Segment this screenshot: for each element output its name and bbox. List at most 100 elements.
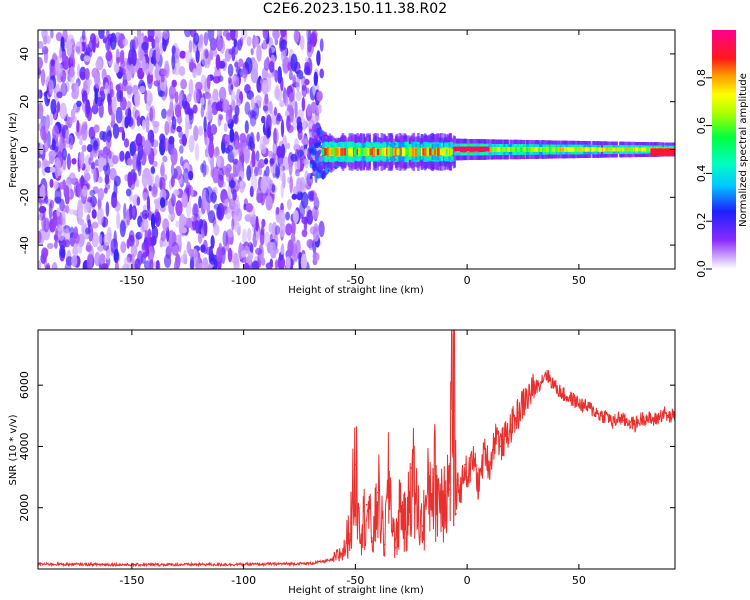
heatmap-cell	[183, 30, 192, 38]
heatmap-cell	[121, 115, 126, 129]
snr-point	[651, 419, 654, 422]
heatmap-cell	[174, 47, 180, 59]
heatmap-cell	[175, 253, 181, 269]
heatmap-cell	[178, 130, 184, 139]
heatmap-cell	[119, 220, 126, 238]
heatmap-cell	[71, 255, 78, 267]
snr-point	[473, 457, 475, 460]
heatmap-cell	[294, 100, 298, 118]
y-tick-label: 40	[18, 47, 31, 61]
heatmap-cell	[126, 238, 130, 249]
heatmap-cell	[218, 86, 227, 102]
heatmap-cell	[273, 106, 278, 117]
heatmap-cell	[162, 155, 168, 163]
snr-point	[544, 372, 547, 374]
heatmap-cell	[389, 147, 392, 156]
heatmap-cell	[241, 30, 248, 41]
heatmap-cell	[308, 141, 313, 146]
heatmap-cell	[78, 218, 85, 226]
heatmap-cell	[97, 197, 102, 211]
heatmap-cell	[160, 68, 168, 76]
heatmap-cell	[86, 78, 92, 87]
heatmap-cell	[97, 207, 104, 225]
heatmap-cell	[81, 144, 87, 152]
heatmap-cell	[311, 124, 318, 132]
heatmap-cell	[198, 125, 204, 136]
heatmap-cell	[86, 144, 93, 153]
heatmap-cell	[123, 138, 130, 148]
heatmap-cell	[297, 128, 303, 141]
heatmap-cell	[155, 46, 161, 63]
heatmap-cell	[65, 256, 73, 267]
heatmap-cell	[259, 136, 267, 150]
x-tick-label: 50	[572, 574, 586, 587]
snr-point	[511, 424, 513, 426]
heatmap-cell	[599, 147, 602, 152]
heatmap-cell	[194, 143, 200, 162]
heatmap-cell	[334, 147, 338, 157]
y-tick-label: 4000	[18, 432, 31, 460]
heatmap-cell	[53, 234, 59, 242]
heatmap-cell	[318, 220, 325, 238]
snr-point	[350, 522, 352, 524]
heatmap-cell	[251, 260, 260, 269]
heatmap-cell	[49, 178, 54, 188]
heatmap-cell	[280, 245, 284, 255]
heatmap-cell	[41, 215, 47, 231]
heatmap-cell	[39, 184, 46, 201]
heatmap-cell	[171, 116, 177, 130]
heatmap-cell	[327, 147, 330, 157]
heatmap-cell	[405, 148, 409, 155]
snr-point	[589, 407, 591, 409]
heatmap-cell	[290, 53, 298, 72]
snr-point	[562, 393, 564, 396]
heatmap-cell	[183, 168, 190, 184]
heatmap-cell	[171, 241, 179, 256]
heatmap-cell	[250, 68, 259, 84]
heatmap-cell	[208, 210, 216, 224]
heatmap-cell	[93, 124, 100, 133]
heatmap-cell	[132, 172, 138, 182]
heatmap-cell	[153, 261, 157, 268]
heatmap-cell	[185, 121, 189, 139]
heatmap-cell	[279, 100, 285, 108]
heatmap-cell	[116, 56, 121, 64]
heatmap-cell	[143, 139, 152, 156]
snr-point	[466, 476, 468, 478]
heatmap-cell	[136, 115, 141, 127]
heatmap-cell	[115, 106, 123, 124]
snr-point	[432, 476, 435, 478]
heatmap-cell	[81, 90, 88, 105]
snr-trace	[38, 330, 675, 568]
heatmap-cell	[286, 142, 291, 150]
snr-point	[383, 543, 386, 546]
heatmap-cell	[512, 147, 516, 152]
heatmap-cell	[128, 230, 135, 242]
snr-point	[656, 418, 658, 420]
heatmap-cell	[73, 102, 77, 112]
heatmap-cell	[266, 114, 272, 133]
heatmap-cell	[579, 147, 582, 152]
snr-point	[663, 411, 665, 414]
snr-point	[365, 503, 368, 506]
snr-point	[464, 464, 466, 466]
heatmap-cell	[112, 155, 119, 165]
heatmap-cell	[523, 147, 527, 152]
heatmap-cell	[247, 140, 252, 150]
heatmap-cell	[104, 81, 109, 97]
heatmap-cell	[38, 102, 44, 120]
heatmap-cell	[436, 147, 440, 157]
heatmap-cell	[145, 116, 150, 133]
heatmap-cell	[605, 147, 609, 152]
heatmap-cell	[205, 186, 214, 204]
heatmap-cell	[374, 148, 377, 156]
heatmap-cell	[414, 148, 418, 156]
heatmap-cell	[166, 109, 172, 117]
heatmap-cell	[288, 84, 295, 102]
heatmap-cell	[318, 161, 323, 167]
heatmap-cell	[217, 75, 224, 82]
heatmap-cell	[445, 148, 448, 155]
heatmap-cell	[243, 145, 251, 164]
snr-point	[566, 396, 569, 399]
heatmap-cell	[192, 42, 197, 54]
